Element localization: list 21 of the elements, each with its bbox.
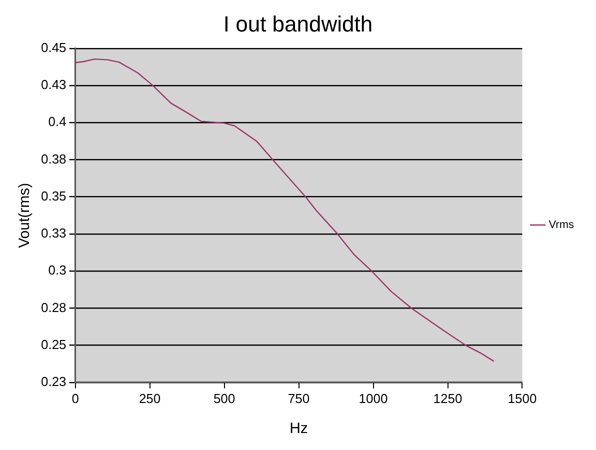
x-axis-title: Hz xyxy=(290,420,308,438)
x-tick-label: 500 xyxy=(213,390,236,406)
y-tick-label: 0.25 xyxy=(40,336,66,352)
y-tick-label: 0.35 xyxy=(40,188,66,204)
y-tick-label: 0.3 xyxy=(48,262,66,278)
legend-label: Vrms xyxy=(548,219,574,232)
y-tick-label: 0.23 xyxy=(40,374,66,389)
y-tick-label: 0.38 xyxy=(40,151,66,166)
x-tick-label: 1000 xyxy=(358,390,388,406)
x-tick-label: 0 xyxy=(72,390,79,406)
y-tick-label: 0.43 xyxy=(40,77,66,92)
x-tick-label: 750 xyxy=(288,390,310,406)
y-tick-label: 0.45 xyxy=(40,40,66,55)
y-axis-title: Vout(rms) xyxy=(16,182,34,248)
y-tick-label: 0.28 xyxy=(40,300,66,315)
x-tick-label: 250 xyxy=(138,390,161,406)
y-tick-label: 0.4 xyxy=(48,114,66,130)
x-tick-label: 1500 xyxy=(508,390,537,406)
chart-title: I out bandwidth xyxy=(223,11,373,36)
y-tick-label: 0.33 xyxy=(40,226,66,241)
x-tick-label: 1250 xyxy=(433,390,462,406)
